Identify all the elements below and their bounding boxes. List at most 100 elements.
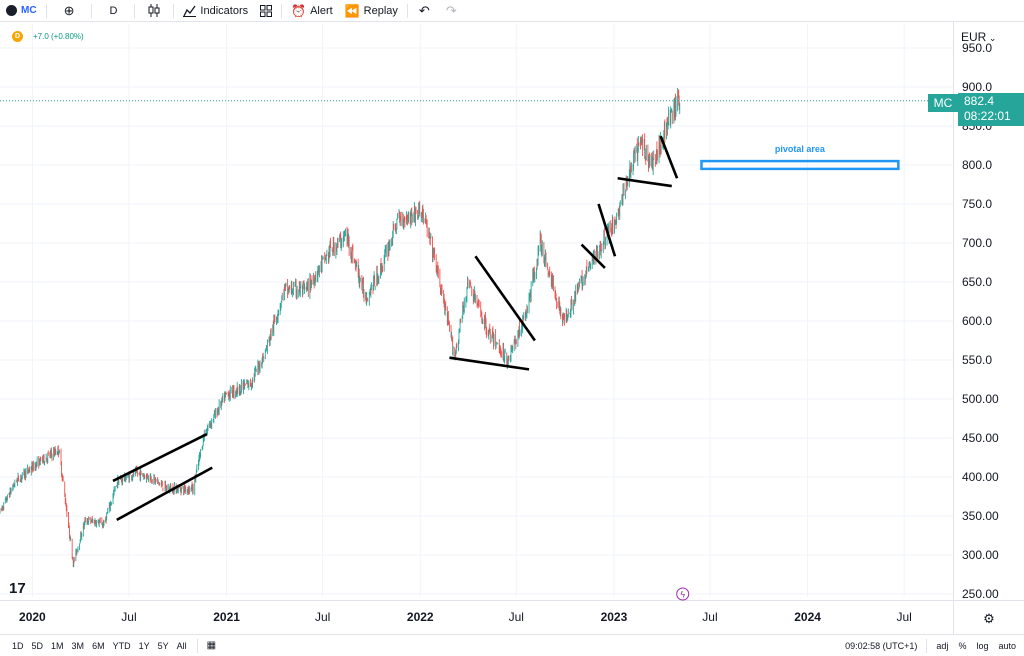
undo-icon: ↶ [418, 2, 430, 18]
y-tick-label: 550.0 [962, 353, 992, 367]
range-button-ytd[interactable]: YTD [112, 640, 131, 651]
rewind-icon: ⏪ [344, 3, 360, 18]
redo-icon: ↷ [445, 2, 457, 18]
trendline[interactable] [659, 135, 679, 179]
auto-toggle[interactable]: auto [998, 641, 1016, 651]
chevron-down-icon: ⌄ [986, 33, 997, 43]
y-tick-label: 400.00 [962, 470, 999, 484]
range-button-1y[interactable]: 1Y [138, 640, 150, 651]
x-tick-label: Jul [897, 610, 912, 624]
clock-time[interactable]: 09:02:58 (UTC+1) [845, 641, 918, 651]
x-tick-label: 2020 [19, 610, 46, 624]
x-tick-label: 2024 [794, 610, 821, 624]
symbol-name: MC [21, 5, 37, 16]
date-range-icon[interactable]: ▦ [206, 640, 217, 651]
y-tick-label: 350.00 [962, 509, 999, 523]
replay-label: Replay [363, 4, 398, 17]
lightning-icon: ϟ [680, 590, 685, 600]
x-tick-label: 2021 [213, 610, 240, 624]
toolbar-divider [196, 638, 198, 653]
compare-button[interactable]: ⊕ [50, 0, 89, 22]
interval-button[interactable]: D [95, 0, 131, 22]
symbol-logo-icon [6, 5, 17, 16]
toolbar-divider [173, 3, 175, 18]
x-tick-label: Jul [702, 610, 717, 624]
currency-label: EUR [961, 30, 987, 44]
price-chart[interactable]: 950.0900.0850.0800.0750.0700.0650.0600.0… [0, 22, 1024, 634]
trendline[interactable] [116, 466, 213, 522]
y-tick-label: 750.0 [962, 197, 992, 211]
x-tick-label: Jul [509, 610, 524, 624]
indicators-button[interactable]: Indicators [177, 0, 254, 22]
last-price-box: 882.4 08:22:01 [958, 93, 1024, 126]
scale-options: 09:02:58 (UTC+1) adj % log auto [840, 635, 1024, 656]
x-tick-label: 2023 [601, 610, 628, 624]
bar-countdown: 08:22:01 [964, 109, 1011, 123]
toolbar-divider [926, 639, 928, 653]
last-price-value: 882.4 [964, 94, 995, 108]
toolbar-divider [45, 3, 47, 18]
y-tick-label: 900.0 [962, 80, 992, 94]
last-price-tag: MC 882.4 08:22:01 [928, 93, 1024, 126]
range-button-all[interactable]: All [176, 640, 187, 651]
bottom-toolbar: 1D 5D 1M 3M 6M YTD 1Y 5Y All ▦ 09:02:58 (UTC+1) … [0, 634, 1024, 656]
redo-button[interactable]: ↷ [438, 0, 465, 22]
symbol-search[interactable]: MC [0, 0, 43, 22]
top-toolbar: MC ⊕ D Indicators ⏰ Alert [0, 0, 1024, 22]
y-tick-label: 950.0 [962, 41, 992, 55]
range-button-5y[interactable]: 5Y [157, 640, 169, 651]
price-change: +7.0 (+0.80%) [33, 32, 84, 41]
indicators-label: Indicators [200, 4, 249, 17]
percent-toggle[interactable]: % [958, 641, 967, 651]
toolbar-divider [406, 3, 408, 18]
y-tick-label: 450.00 [962, 431, 999, 445]
y-tick-label: 600.0 [962, 314, 992, 328]
currency-selector[interactable]: EUR ⌄ [961, 30, 996, 44]
trendline[interactable] [617, 176, 672, 188]
range-button-1m[interactable]: 1M [51, 640, 64, 651]
last-price-symbol: MC [928, 94, 958, 112]
range-button-1d[interactable]: 1D [12, 640, 24, 651]
x-tick-label: Jul [315, 610, 330, 624]
range-buttons: 1D 5D 1M 3M 6M YTD 1Y 5Y All [0, 641, 191, 651]
y-tick-label: 300.00 [962, 548, 999, 562]
y-tick-label: 700.0 [962, 236, 992, 250]
adj-toggle[interactable]: adj [936, 641, 949, 651]
x-tick-label: 2022 [407, 610, 434, 624]
interval-label: D [109, 4, 118, 17]
trendline[interactable] [597, 203, 617, 257]
plus-circle-icon: ⊕ [63, 2, 75, 18]
trendline[interactable] [580, 243, 606, 269]
toolbar-divider [91, 3, 93, 18]
event-marker-icon[interactable] [676, 587, 690, 601]
range-button-5d[interactable]: 5D [31, 640, 44, 651]
y-tick-label: 800.0 [962, 158, 992, 172]
indicators-icon [183, 5, 197, 17]
gear-icon[interactable]: ⚙ [983, 611, 995, 626]
trendline[interactable] [449, 356, 530, 371]
y-tick-label: 650.0 [962, 275, 992, 289]
undo-button[interactable]: ↶ [411, 0, 438, 22]
tradingview-logo: 17 [9, 580, 26, 597]
replay-button[interactable]: ⏪ Replay [339, 0, 404, 22]
y-tick-label: 250.00 [962, 587, 999, 601]
pivotal-area-label: pivotal area [775, 144, 826, 154]
log-toggle[interactable]: log [976, 641, 989, 651]
alert-label: Alert [310, 4, 333, 17]
legend-row: D +7.0 (+0.80%) [12, 31, 84, 42]
dividend-badge: D [12, 31, 23, 42]
trendline[interactable] [112, 432, 208, 483]
templates-button[interactable] [254, 0, 278, 22]
chart-style-button[interactable] [138, 0, 170, 22]
candles-icon [148, 4, 160, 17]
x-tick-label: Jul [121, 610, 136, 624]
range-button-3m[interactable]: 3M [71, 640, 85, 651]
pivotal-area-box[interactable] [700, 159, 900, 171]
range-button-6m[interactable]: 6M [92, 640, 105, 651]
alarm-clock-icon: ⏰ [291, 3, 307, 18]
toolbar-divider [281, 3, 283, 18]
y-tick-label: 500.00 [962, 392, 999, 406]
alert-button[interactable]: ⏰ Alert [285, 0, 339, 22]
trendline[interactable] [474, 255, 536, 342]
grid-icon [260, 4, 273, 17]
